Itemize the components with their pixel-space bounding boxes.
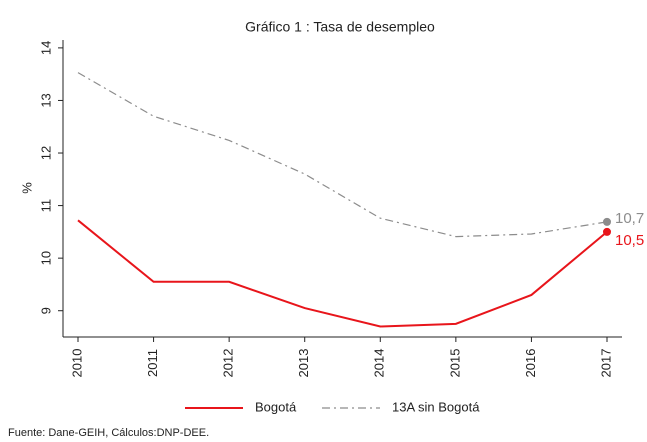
y-tick-label: 14 bbox=[38, 41, 53, 55]
y-tick-label: 13 bbox=[38, 93, 53, 107]
x-tick-label: 2017 bbox=[598, 349, 613, 378]
x-tick-label: 2016 bbox=[523, 349, 538, 378]
y-tick-label: 10 bbox=[38, 251, 53, 265]
y-tick-label: 11 bbox=[38, 199, 53, 213]
y-axis-label: % bbox=[19, 182, 34, 194]
x-tick-label: 2012 bbox=[221, 349, 236, 378]
legend-label: 13A sin Bogotá bbox=[392, 399, 480, 414]
y-tick-label: 12 bbox=[38, 146, 53, 160]
x-tick-label: 2013 bbox=[296, 349, 311, 378]
x-tick-label: 2015 bbox=[447, 349, 462, 378]
x-tick-label: 2014 bbox=[372, 349, 387, 378]
x-tick-label: 2010 bbox=[69, 349, 84, 378]
series-line bbox=[77, 72, 608, 238]
series-line bbox=[77, 219, 608, 328]
x-tick-label: 2011 bbox=[145, 349, 160, 377]
value-label: 10,7 bbox=[615, 210, 644, 227]
end-marker bbox=[603, 227, 611, 236]
source-note: Fuente: Dane-GEIH, Cálculos:DNP-DEE. bbox=[8, 427, 209, 439]
end-marker bbox=[603, 217, 611, 226]
legend-label: Bogotá bbox=[255, 399, 297, 414]
value-label: 10,5 bbox=[615, 232, 644, 249]
chart-title: Gráfico 1 : Tasa de desempleo bbox=[245, 19, 435, 35]
y-tick-label: 9 bbox=[38, 307, 53, 314]
